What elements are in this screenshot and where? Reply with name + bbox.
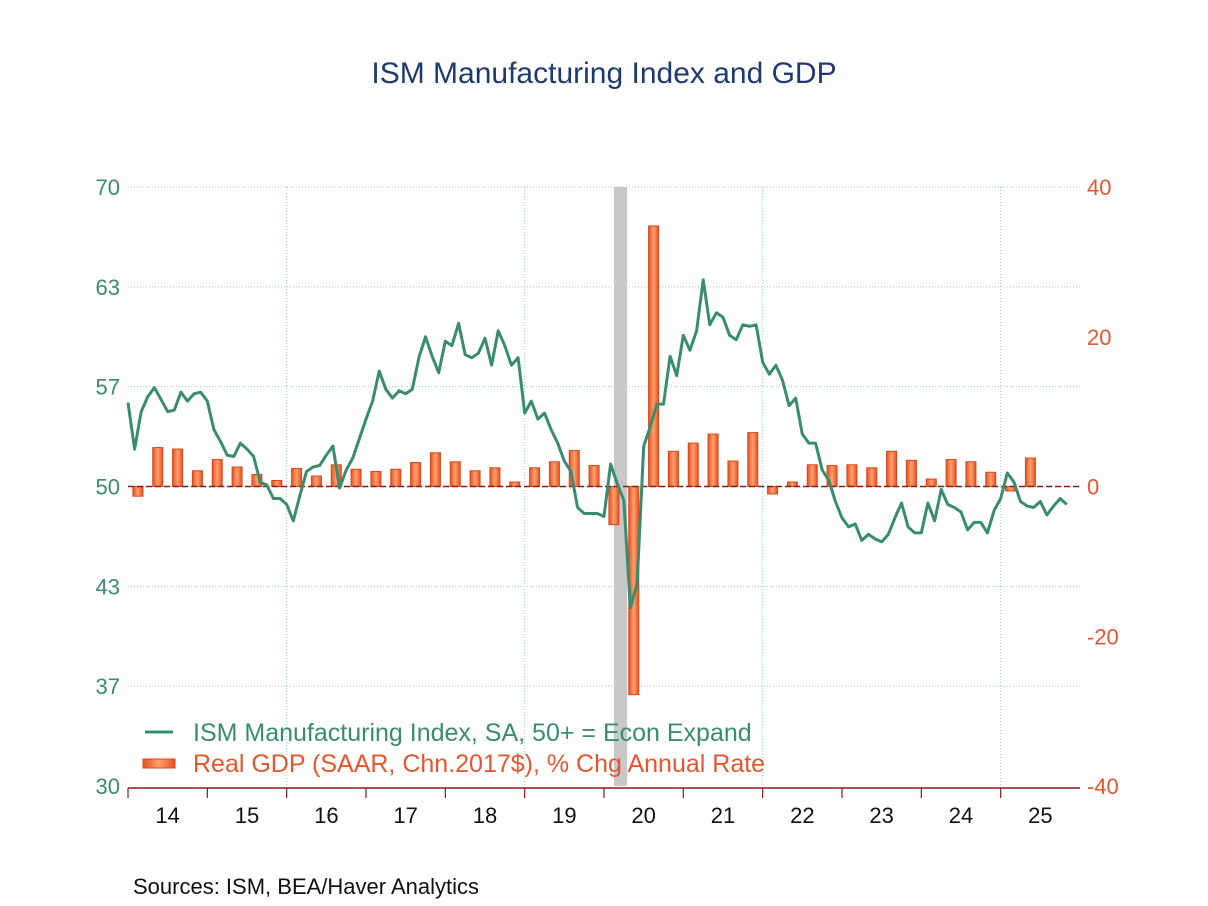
gdp-bar [390, 468, 402, 487]
gdp-bar [529, 467, 541, 487]
gdp-bar [786, 481, 798, 488]
gdp-bar [846, 464, 858, 488]
x-axis-tick-label: 17 [393, 803, 417, 828]
left-axis-tick-label: 70 [96, 175, 120, 200]
gdp-bar [548, 461, 560, 488]
gdp-bar [727, 460, 739, 488]
axes: 70 63 57 50 43 37 30 40 20 0 -20 -40 14 15 16 17 18 19 20 2… [96, 175, 1119, 828]
x-axis-tick-label: 19 [552, 803, 576, 828]
source-note: Sources: ISM, BEA/Haver Analytics [133, 874, 479, 899]
right-axis-tick-label: 40 [1087, 175, 1111, 200]
gdp-bar [449, 461, 461, 488]
right-axis-tick-label: 0 [1087, 475, 1099, 500]
gdp-bar [1024, 457, 1036, 487]
gdp-bar [429, 452, 441, 487]
gdp-bar [370, 471, 382, 487]
x-axis-tick-label: 22 [790, 803, 814, 828]
gdp-bar [965, 461, 977, 488]
gdp-bar [152, 447, 164, 488]
gdp-bar [648, 225, 660, 487]
gdp-bar [172, 448, 184, 487]
recession-shading [613, 187, 628, 786]
gdp-bar [886, 450, 898, 487]
gdp-bar [132, 486, 144, 497]
gdp-bar [905, 459, 917, 488]
gdp-bar [667, 450, 679, 487]
gdp-bar [707, 433, 719, 487]
gdp-bar [608, 486, 620, 526]
legend-label-gdp: Real GDP (SAAR, Chn.2017$), % Chg Annual… [193, 750, 765, 778]
left-axis-tick-label: 50 [96, 475, 120, 500]
x-axis-tick-label: 15 [235, 803, 259, 828]
right-axis-tick-label: 20 [1087, 325, 1111, 350]
left-axis-tick-label: 63 [96, 275, 120, 300]
gdp-bar [747, 432, 759, 487]
left-axis-tick-label: 30 [96, 774, 120, 799]
x-axis-tick-label: 20 [631, 803, 655, 828]
gdp-bar [806, 464, 818, 488]
gdp-bar [191, 470, 203, 487]
recession-band [613, 187, 628, 786]
gdp-bar [925, 478, 937, 488]
legend: ISM Manufacturing Index, SA, 50+ = Econ … [142, 719, 765, 778]
gdp-bar [489, 467, 501, 487]
gdp-bar [310, 475, 322, 487]
x-axis-tick-label: 16 [314, 803, 338, 828]
x-axis-tick-label: 21 [711, 803, 735, 828]
gdp-bar [350, 468, 362, 487]
gdp-bar [291, 468, 303, 487]
gdp-bar [945, 459, 957, 488]
x-axis-tick-label: 23 [869, 803, 893, 828]
x-axis-tick-label: 14 [155, 803, 179, 828]
gdp-bar [866, 467, 878, 487]
gdp-bar [985, 471, 997, 487]
legend-swatch-gdp [142, 758, 176, 769]
right-axis-tick-label: -20 [1087, 624, 1119, 649]
gdp-bar [231, 466, 243, 488]
gdp-bar [469, 470, 481, 487]
gdp-bar [211, 459, 223, 488]
left-axis-tick-label: 57 [96, 375, 120, 400]
right-axis-tick-label: -40 [1087, 774, 1119, 799]
gdp-bar [767, 486, 779, 495]
gdp-bar [410, 462, 422, 488]
chart-title: ISM Manufacturing Index and GDP [371, 57, 836, 90]
gdp-bar [588, 465, 600, 488]
x-axis-tick-label: 25 [1028, 803, 1052, 828]
x-axis-tick-label: 24 [949, 803, 973, 828]
ism-line-path [126, 278, 1068, 610]
legend-label-ism: ISM Manufacturing Index, SA, 50+ = Econ … [193, 719, 752, 747]
gridlines [128, 186, 1080, 786]
gdp-bar [687, 442, 699, 488]
left-axis-tick-label: 43 [96, 574, 120, 599]
gdp-bar [271, 480, 283, 488]
x-axis-tick-label: 18 [473, 803, 497, 828]
ism-line [126, 278, 1068, 610]
left-axis-tick-label: 37 [96, 674, 120, 699]
gdp-bars [132, 225, 1036, 696]
gdp-bar [509, 481, 521, 488]
